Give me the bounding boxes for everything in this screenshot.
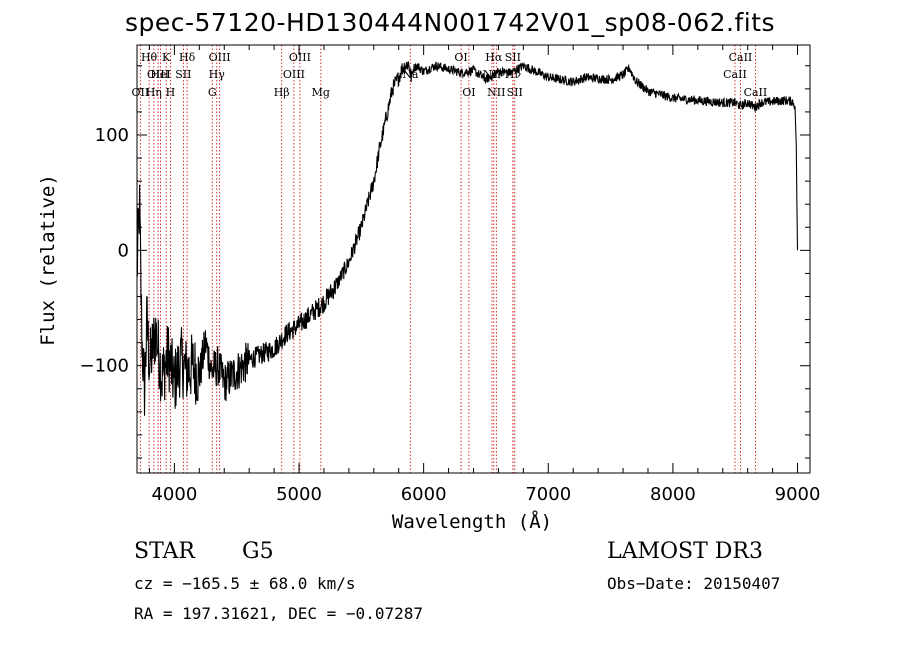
line-marker-label: OIII — [147, 68, 169, 81]
line-marker-label: Hη — [146, 86, 162, 99]
y-tick-label: 0 — [118, 240, 129, 261]
line-marker-label: OI — [462, 86, 475, 99]
object-class: STAR — [134, 539, 195, 564]
axis-ticks — [137, 45, 810, 473]
line-marker-label: OIII — [283, 68, 305, 81]
line-marker-label: SII — [505, 51, 521, 64]
line-marker-label: OIII — [289, 51, 311, 64]
line-marker-label: Hγ — [209, 68, 226, 81]
line-marker-label: Hβ — [274, 86, 290, 99]
line-marker-label: Hθ — [141, 51, 158, 64]
y-tick-label: −100 — [80, 356, 129, 377]
line-marker-label: HeI — [150, 68, 170, 81]
ra-dec-coordinates: RA = 197.31621, DEC = −0.07287 — [134, 604, 423, 623]
line-marker-label: K — [162, 51, 171, 64]
line-marker-label: OI — [454, 51, 467, 64]
plot-frame — [136, 44, 811, 474]
spectrum-line — [136, 60, 799, 416]
chart-title: spec-57120-HD130444N001742V01_sp08-062.f… — [124, 8, 776, 37]
x-tick-label: 4000 — [151, 484, 197, 505]
x-tick-label: 9000 — [775, 484, 821, 505]
y-axis-label: Flux (relative) — [37, 174, 59, 346]
y-tick-label: 100 — [95, 125, 129, 146]
object-subclass: G5 — [242, 539, 274, 564]
line-marker-label: CaII — [723, 68, 747, 81]
line-marker-label: OIII — [209, 51, 231, 64]
survey-name: LAMOST DR3 — [607, 539, 763, 564]
x-tick-label: 8000 — [650, 484, 696, 505]
line-marker-label: OII — [132, 86, 150, 99]
line-marker-label: H — [166, 86, 176, 99]
x-axis-label: Wavelength (Å) — [391, 511, 553, 533]
line-markers — [139, 45, 756, 473]
line-marker-label: Hδ — [179, 51, 196, 64]
line-marker-labels: OIIHθHηOIIIHeIKHSIIHδGHγOIIIHβOIIIOIIIMg… — [132, 51, 768, 99]
x-tick-label: 7000 — [525, 484, 571, 505]
line-marker-label: NII — [487, 86, 505, 99]
line-marker-label: Mg — [312, 86, 330, 99]
observation-date: Obs−Date: 20150407 — [607, 574, 781, 593]
line-marker-label: Hα — [485, 51, 503, 64]
line-marker-label: CaII — [744, 86, 768, 99]
line-marker-label: SII — [507, 86, 523, 99]
redshift-velocity: cz = −165.5 ± 68.0 km/s — [134, 574, 356, 593]
axis-tick-labels: 4000 5000 6000 7000 8000 9000 −100 0 100 — [80, 125, 821, 505]
line-marker-label: G — [208, 86, 217, 99]
x-tick-label: 5000 — [276, 484, 322, 505]
x-tick-label: 6000 — [401, 484, 447, 505]
line-marker-label: SII — [175, 68, 191, 81]
line-marker-label: CaII — [729, 51, 753, 64]
